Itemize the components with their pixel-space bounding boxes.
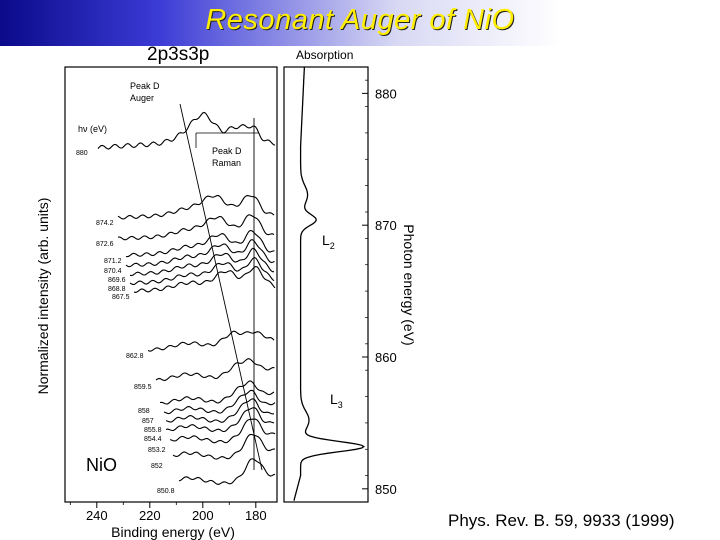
x-tick-label: 180 (245, 508, 267, 523)
x-tick-label: 220 (139, 508, 161, 523)
spectrum-line (125, 238, 275, 268)
series-label: 859.5 (134, 384, 152, 391)
right-tick-label: 860 (375, 350, 397, 365)
series-label: 853.2 (148, 447, 166, 454)
peak-raman-line1: Peak D (212, 146, 242, 156)
series-label: 874.2 (96, 220, 114, 227)
auger-guide-line (179, 103, 263, 471)
spectrum-line (117, 195, 275, 220)
series-label: 869.6 (108, 277, 126, 284)
right-y-axis-label: Photon energy (eV) (401, 224, 417, 345)
peak-auger-line2: Auger (130, 93, 154, 103)
x-tick-label: 240 (86, 508, 108, 523)
spectrum-line (147, 330, 275, 352)
spectrum-line (159, 380, 275, 405)
title-bar (0, 0, 720, 46)
spectra (97, 111, 276, 485)
series-label: 855.8 (144, 427, 162, 434)
series-label: 880 (76, 150, 88, 157)
series-label: 868.8 (108, 286, 126, 293)
right-tick-label: 880 (375, 86, 397, 101)
spectrum-line (129, 247, 274, 277)
x-axis-label: Binding energy (eV) (111, 524, 235, 540)
spectrum-line (178, 458, 276, 485)
spectrum-line (172, 433, 276, 460)
L3-label: L3 (330, 391, 343, 410)
series-label: 870.4 (104, 268, 122, 275)
series-label: 871.2 (104, 258, 122, 265)
spectrum-line (165, 398, 275, 423)
right-panel-title: Absorption (296, 48, 353, 62)
right-tick-label: 850 (375, 482, 397, 497)
spectrum-line (125, 229, 275, 258)
hv-label: hν (eV) (78, 124, 107, 134)
series-label: 850.8 (157, 488, 175, 495)
spectrum-line (129, 256, 275, 286)
x-axis: 240 220 200 180 (69, 502, 267, 523)
right-panel-frame (283, 66, 369, 503)
series-label: 854.4 (144, 436, 162, 443)
citation: Phys. Rev. B. 59, 9933 (1999) (448, 511, 675, 530)
L2-label: L2 (322, 232, 335, 251)
slide-title: Resonant Auger of NiO (205, 4, 515, 36)
absorption-curve (293, 66, 365, 501)
left-panel-title: 2p3s3p (147, 44, 209, 65)
series-label: 862.8 (126, 353, 144, 360)
spectrum-line (169, 418, 276, 444)
spectrum-line (117, 214, 275, 241)
peak-auger-line1: Peak D (130, 81, 160, 91)
spectrum-line (133, 266, 276, 293)
sample-label: NiO (86, 455, 117, 475)
y-axis-label: Normalized intensity (arb. units) (35, 198, 51, 395)
spectrum-line (97, 111, 276, 150)
right-y-axis: 880 870 860 850 (362, 79, 397, 497)
series-label: 852 (151, 463, 163, 470)
right-tick-label: 870 (375, 218, 397, 233)
series-label: 872.6 (96, 241, 114, 248)
series-label: 857 (142, 418, 154, 425)
series-label: 858 (138, 408, 150, 415)
spectrum-line (165, 407, 275, 433)
series-label: 867.5 (112, 294, 130, 301)
x-tick-label: 200 (192, 508, 214, 523)
spectrum-line (163, 389, 276, 415)
peak-raman-line2: Raman (212, 158, 241, 168)
spectrum-line (155, 358, 275, 381)
left-panel-frame (64, 66, 278, 503)
